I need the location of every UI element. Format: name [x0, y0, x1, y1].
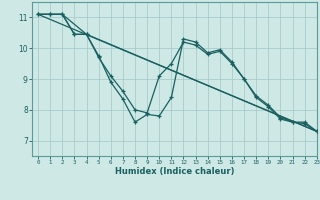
X-axis label: Humidex (Indice chaleur): Humidex (Indice chaleur) [115, 167, 234, 176]
